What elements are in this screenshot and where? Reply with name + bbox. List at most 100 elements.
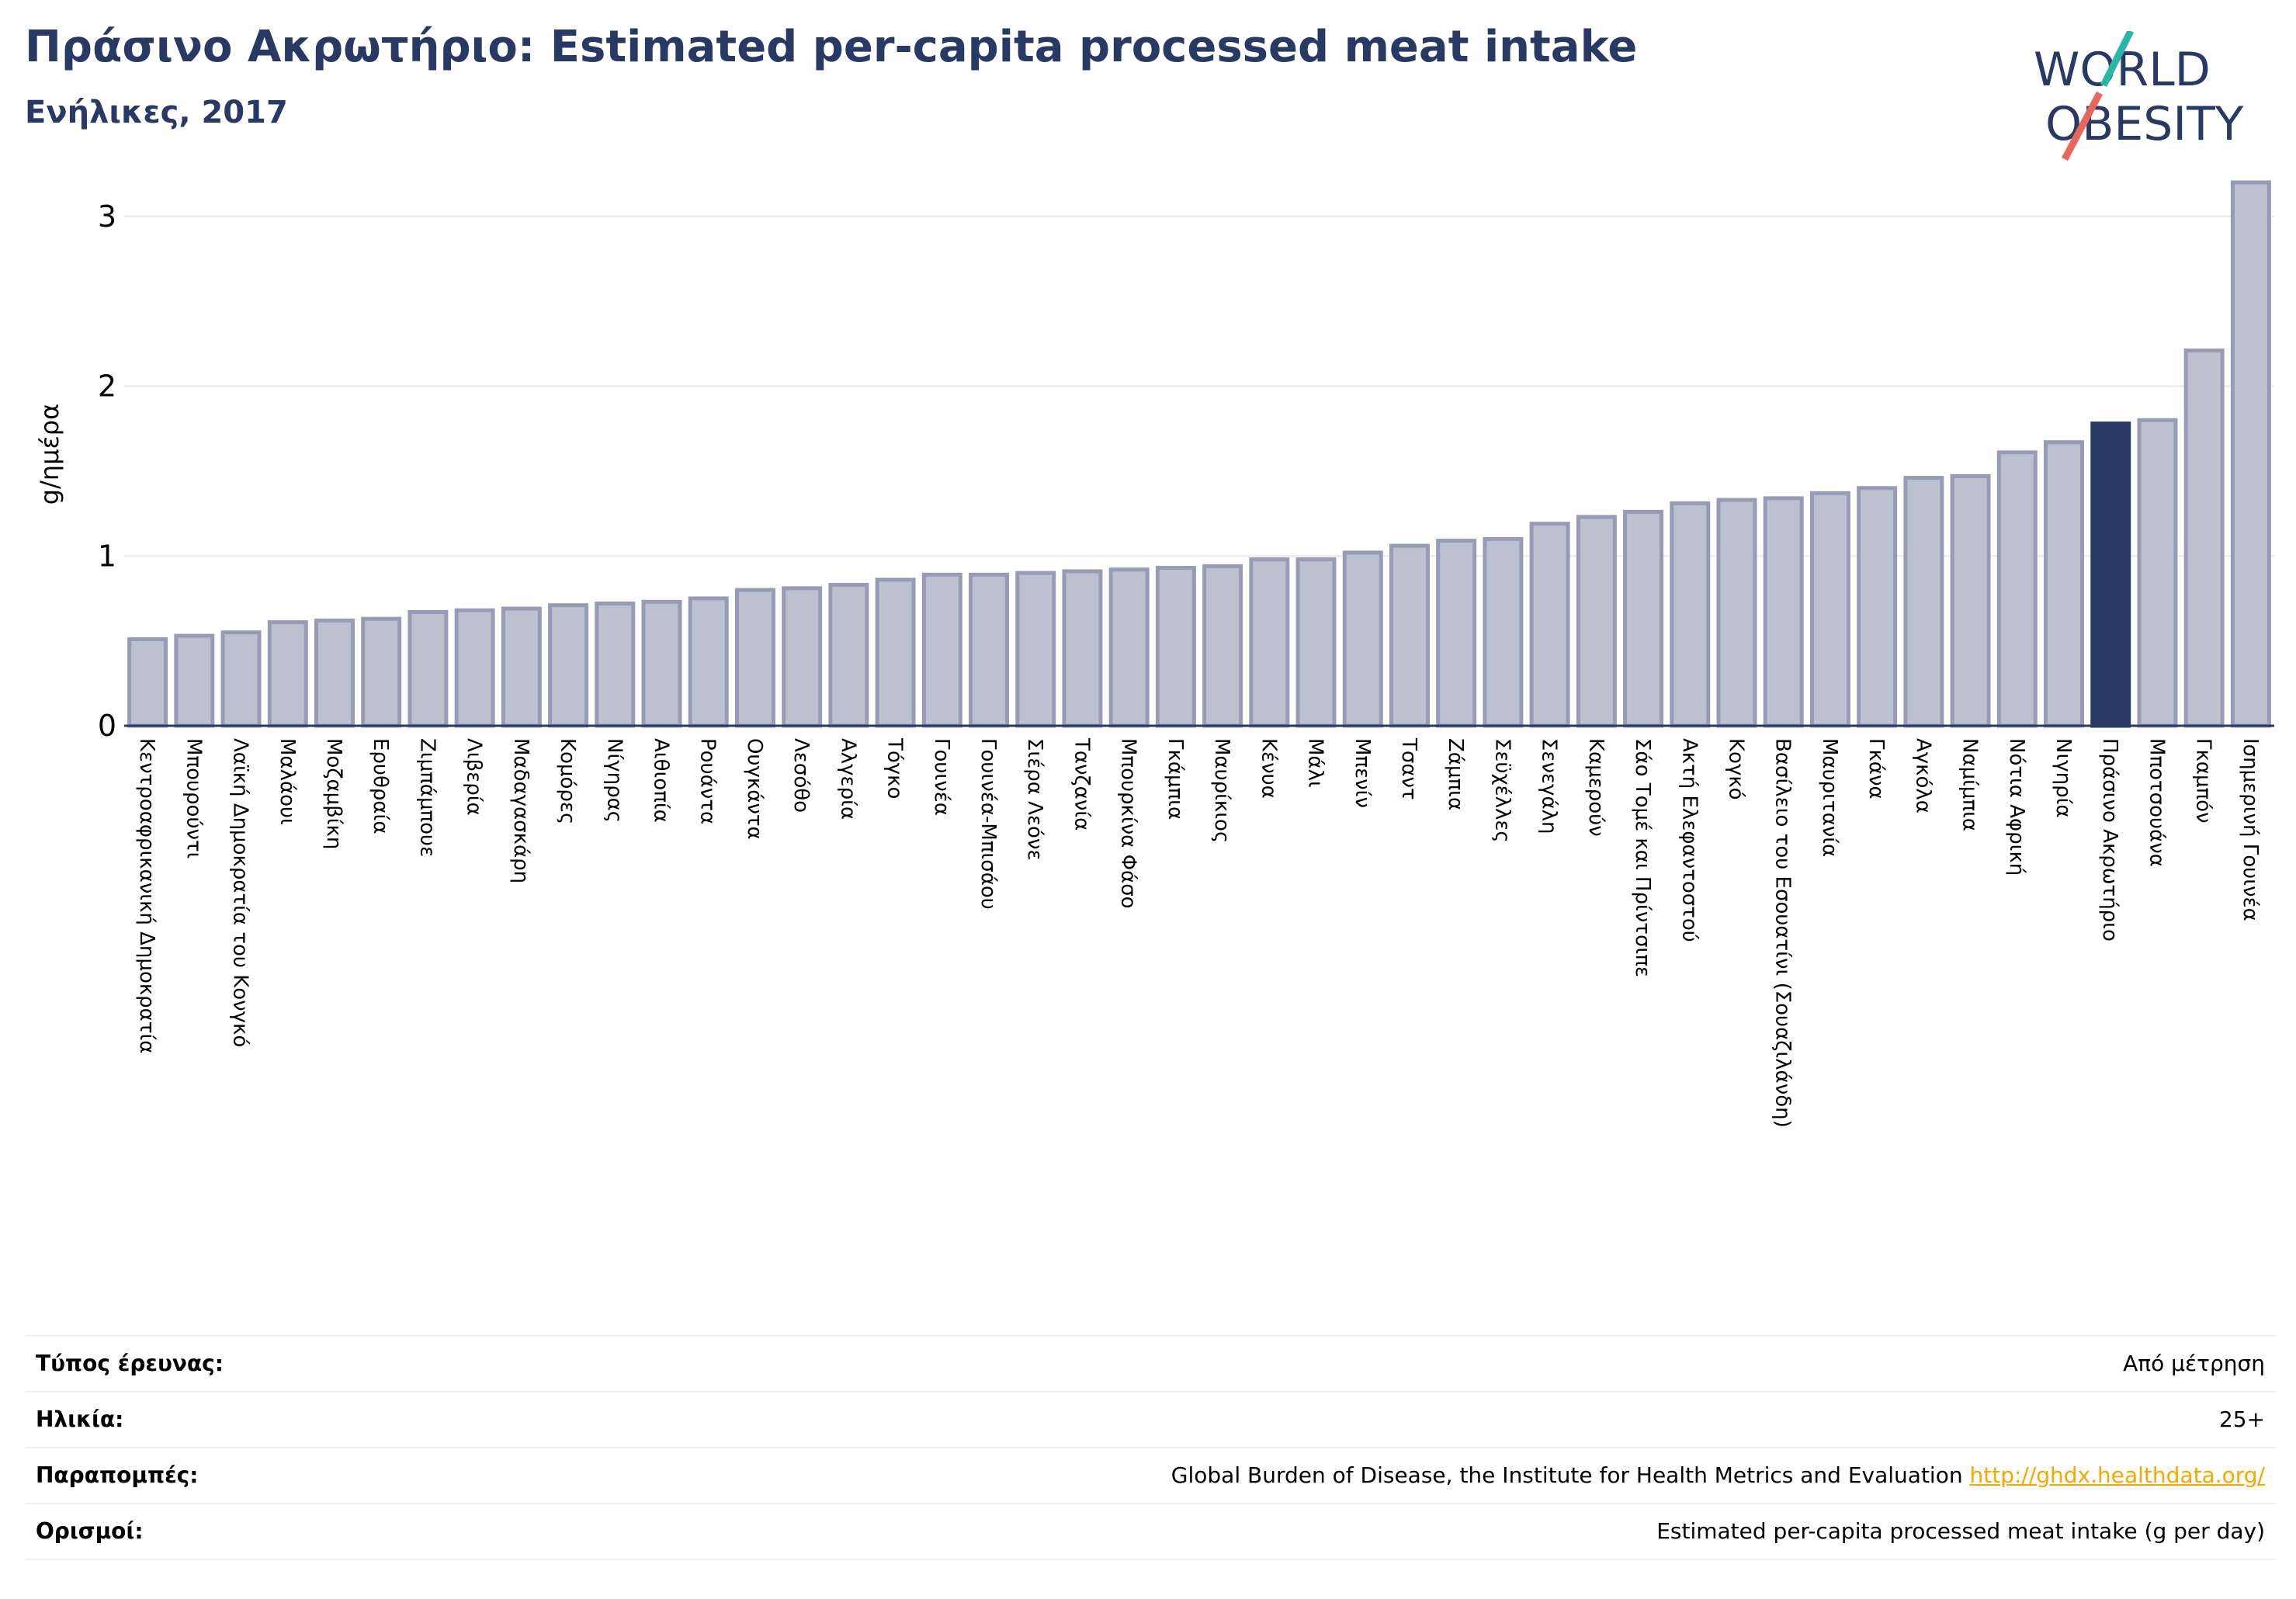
x-tick-label: Κομόρες [556,738,579,824]
bar [1903,476,1944,728]
x-tick-label: Μάλι [1304,738,1327,788]
references-link[interactable]: http://ghdx.healthdata.org/ [1969,1462,2265,1488]
x-tick-label: Αιθιοπία [650,738,673,823]
bar [454,608,495,728]
bar [1155,566,1196,728]
bar [1857,486,1898,728]
bar [1108,567,1150,728]
x-tick-label: Ερυθραία [369,738,392,834]
bar [875,578,916,728]
info-row-age: Ηλικία: 25+ [25,1391,2276,1447]
x-tick-label: Ακτή Ελεφαντοστού [1677,738,1701,942]
x-tick-label: Σιέρα Λεόνε [1023,738,1046,861]
y-tick-label: 0 [98,709,116,743]
definitions-label: Ορισμοί: [36,1518,144,1544]
x-tick-label: Τόγκο [883,737,907,799]
survey-type-label: Τύπος έρευνας: [36,1351,224,1376]
x-tick-label: Μαδαγασκάρη [509,738,532,883]
bar [1483,536,1524,728]
x-tick-label: Νίγηρας [602,738,626,823]
world-obesity-logo: WORLD OBESITY [2034,31,2244,161]
x-tick-label: Κογκό [1725,738,1748,800]
bar [1062,569,1103,728]
bar [641,599,682,728]
bar [314,618,355,728]
bar [2044,440,2085,728]
bar [1015,571,1056,728]
bar [127,636,168,728]
x-tick-label: Νότια Αφρική [2005,738,2028,876]
bar [969,572,1010,728]
x-tick-label: Μπενίν [1351,738,1374,808]
x-tick-label: Τανζανία [1070,737,1093,831]
x-tick-label: Μαλάουι [276,738,299,825]
bar [1950,473,1991,728]
x-tick-label: Ουγκάντα [743,738,766,840]
x-tick-label: Κένυα [1257,738,1280,799]
x-tick-label: Ζιμπάμπουε [415,738,439,857]
x-tick-label: Μοζαμβίκη [322,738,345,849]
bar [1576,515,1617,728]
x-tick-label: Τσαντ [1397,737,1420,800]
references-value: Global Burden of Disease, the Institute … [1171,1462,2265,1488]
chart-subtitle: Ενήλικες, 2017 [25,95,288,130]
bar [1716,498,1757,728]
x-tick-label: Σενεγάλη [1538,738,1561,834]
bar [828,582,869,728]
bar [1763,496,1804,728]
x-tick-label: Μαυριτανία [1818,738,1841,857]
bar-highlight [2090,421,2131,728]
info-table: Τύπος έρευνας: Από μέτρηση Ηλικία: 25+ Π… [25,1335,2276,1560]
bar [1249,557,1290,728]
chart-title: Πράσινο Ακρωτήριο: Estimated per-capita … [25,22,1638,72]
x-tick-label: Λιβερία [463,738,486,816]
survey-type-value: Από μέτρηση [2123,1351,2265,1376]
x-tick-label: Αγκόλα [1911,738,1934,813]
definitions-value: Estimated per-capita processed meat inta… [1656,1518,2265,1544]
x-tick-label: Γουινέα-Μπισάου [976,738,1000,910]
bar [1389,543,1430,728]
bar [1436,539,1477,728]
x-tick-label: Γκαμπόν [2192,738,2215,824]
x-tick-label: Μποτσουάνα [2145,738,2168,867]
x-tick-label: Λαϊκή Δημοκρατία του Κονγκό [229,738,252,1047]
x-tick-label: Αλγερία [836,738,859,820]
x-tick-label: Καμερούν [1584,738,1608,837]
bar [267,620,308,728]
references-text: Global Burden of Disease, the Institute … [1171,1462,1970,1488]
info-row-definitions: Ορισμοί: Estimated per-capita processed … [25,1503,2276,1560]
x-tick-label: Γουινέα [930,738,953,816]
bar [1202,564,1243,728]
bar [548,603,589,728]
x-tick-label: Σεϋχέλλες [1490,738,1514,843]
age-label: Ηλικία: [36,1406,124,1432]
x-tick-label: Πράσινο Ακρωτήριο [2098,738,2121,942]
x-tick-label: Μπουρκίνα Φάσο [1117,738,1140,909]
bar [688,596,729,728]
bar [1295,557,1337,728]
bar [1529,522,1570,728]
logo-word-obesity: OBESITY [2045,97,2244,151]
bar [2183,349,2225,728]
info-row-references: Παραπομπές: Global Burden of Disease, th… [25,1447,2276,1503]
bar [1342,550,1383,728]
x-tick-label: Ναμίμπια [1958,738,1982,831]
bar [1670,501,1711,728]
bar [361,616,402,728]
bar [2230,180,2271,728]
y-axis-label: g/ημέρα [35,404,64,505]
info-row-survey-type: Τύπος έρευνας: Από μέτρηση [25,1335,2276,1391]
references-label: Παραπομπές: [36,1462,199,1488]
x-tick-label: Ισημερινή Γουινέα [2239,738,2262,921]
bar [734,588,775,728]
x-tick-label: Λεσόθο [789,738,813,813]
bar [921,572,962,728]
x-tick-label: Ρουάντα [696,738,720,824]
bar [1623,509,1664,728]
bar [501,606,542,728]
bar-chart: 0 1 2 3 g/ημέρα Κεντροαφρικανική Δημοκρατία Μπ… [35,180,2274,1128]
bar [1809,491,1850,728]
x-tick-label: Ζάμπια [1444,738,1467,810]
logo-slash-bottom [2062,91,2103,161]
bar [2137,418,2178,728]
